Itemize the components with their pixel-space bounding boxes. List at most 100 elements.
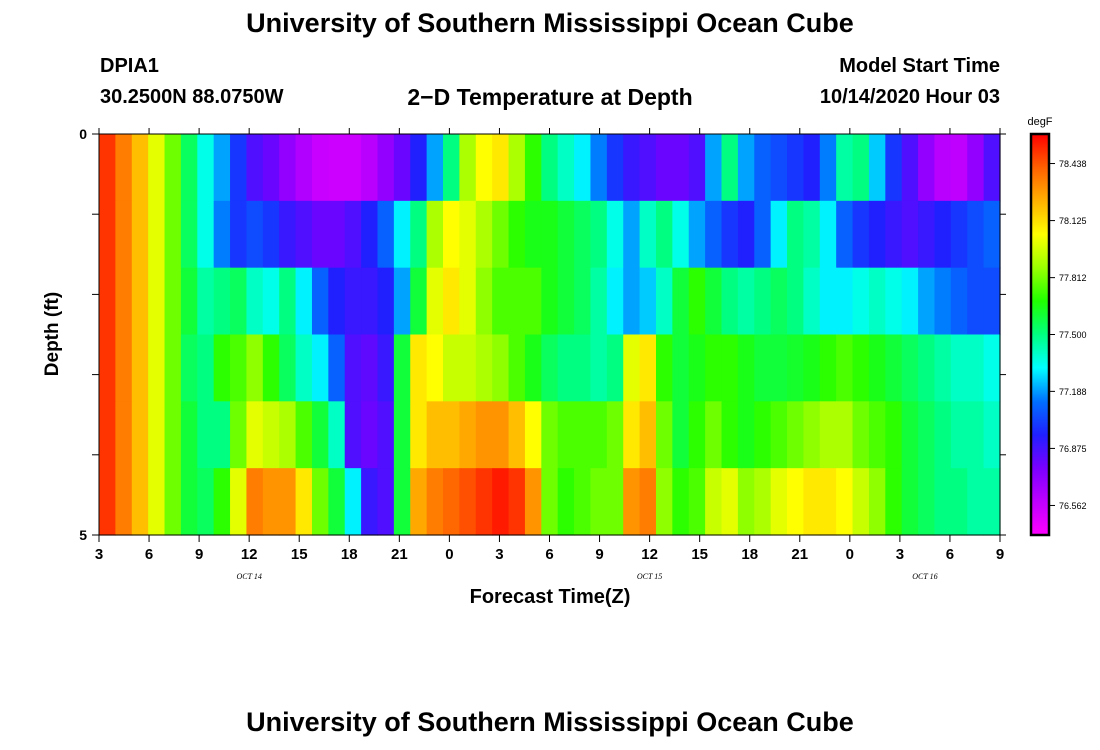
heat-cell (246, 334, 264, 402)
heat-cell (131, 401, 149, 469)
heat-cell (148, 134, 166, 202)
heat-cell (99, 468, 116, 536)
heat-cell (197, 468, 215, 536)
heat-cell (393, 267, 411, 336)
heat-cell (164, 200, 182, 269)
heat-cell (377, 134, 395, 202)
heat-cell (868, 200, 886, 269)
x-tick-label: 18 (341, 546, 358, 563)
heat-cell (541, 200, 559, 269)
heat-cell (377, 334, 395, 402)
heat-cell (344, 200, 362, 269)
x-axis: 3 6 9 12 15 18 21 0 3 6 9 12 15 18 21 0 3 6 9 OCT 14 OCT 15 O… (95, 128, 1004, 581)
heat-cell (131, 334, 149, 402)
model-start-label: Model Start Time (839, 55, 1000, 77)
heat-cell (197, 401, 215, 469)
heat-cell (361, 468, 379, 536)
heat-cell (787, 401, 805, 469)
heat-cell (262, 267, 280, 336)
heat-cell (131, 468, 149, 536)
heat-cell (934, 401, 952, 469)
heat-cell (197, 267, 215, 336)
heat-cell (770, 134, 788, 202)
heat-cell (983, 468, 1001, 536)
heat-cell (410, 401, 428, 469)
heat-cell (230, 401, 248, 469)
heat-cell (459, 200, 477, 269)
heat-cell (787, 468, 805, 536)
heat-cell (492, 134, 510, 202)
heat-cell (115, 200, 133, 269)
heat-cell (115, 267, 133, 336)
heat-cell (655, 401, 673, 469)
heat-cell (459, 401, 477, 469)
heat-cell (426, 401, 444, 469)
heat-cell (885, 134, 903, 202)
heat-cell (213, 200, 231, 269)
heat-cell (295, 267, 313, 336)
heat-cell (279, 267, 297, 336)
heat-cell (983, 267, 1001, 336)
heat-cell (754, 200, 772, 269)
heat-cell (950, 134, 968, 202)
heat-cell (230, 267, 248, 336)
heat-cell (426, 334, 444, 402)
heat-cell (950, 468, 968, 536)
heat-cell (967, 134, 985, 202)
heat-cell (508, 267, 526, 336)
heat-cell (836, 267, 854, 336)
heat-cell (279, 200, 297, 269)
heat-cell (213, 401, 231, 469)
y-tick-label: 0 (79, 126, 87, 142)
heat-cell (934, 200, 952, 269)
x-tick-label: 3 (495, 546, 503, 563)
heat-cell (655, 334, 673, 402)
heat-cell (737, 334, 755, 402)
heat-cell (574, 134, 592, 202)
heat-cell (279, 401, 297, 469)
heat-cell (967, 468, 985, 536)
heatmap-cells (99, 134, 1001, 536)
heat-cell (819, 401, 837, 469)
heat-cell (361, 134, 379, 202)
heat-cell (164, 401, 182, 469)
heat-cell (213, 134, 231, 202)
heat-cell (557, 334, 575, 402)
x-tick-label: 15 (291, 546, 308, 563)
heat-cell (754, 401, 772, 469)
heat-cell (737, 267, 755, 336)
heat-cell (819, 134, 837, 202)
heat-cell (705, 200, 723, 269)
x-tick-label: 0 (846, 546, 854, 563)
heat-cell (541, 134, 559, 202)
heat-cell (737, 468, 755, 536)
heat-cell (606, 134, 624, 202)
heat-cell (983, 401, 1001, 469)
heat-cell (197, 200, 215, 269)
heat-cell (541, 401, 559, 469)
heat-cell (787, 200, 805, 269)
heat-cell (574, 468, 592, 536)
colorbar-tick-label: 77.812 (1059, 273, 1087, 283)
heat-cell (541, 334, 559, 402)
heat-cell (311, 468, 329, 536)
heat-cell (705, 468, 723, 536)
heat-cell (328, 468, 346, 536)
heat-cell (213, 468, 231, 536)
heat-cell (787, 267, 805, 336)
heat-cell (557, 401, 575, 469)
heat-cell (131, 267, 149, 336)
heat-cell (557, 468, 575, 536)
heat-cell (508, 401, 526, 469)
heat-cell (311, 200, 329, 269)
heat-cell (344, 267, 362, 336)
heat-cell (164, 134, 182, 202)
heat-cell (492, 267, 510, 336)
heat-cell (918, 401, 936, 469)
heat-cell (393, 468, 411, 536)
heat-cell (164, 334, 182, 402)
heat-cell (148, 267, 166, 336)
heat-cell (410, 200, 428, 269)
heat-cell (754, 267, 772, 336)
heat-cell (590, 134, 608, 202)
